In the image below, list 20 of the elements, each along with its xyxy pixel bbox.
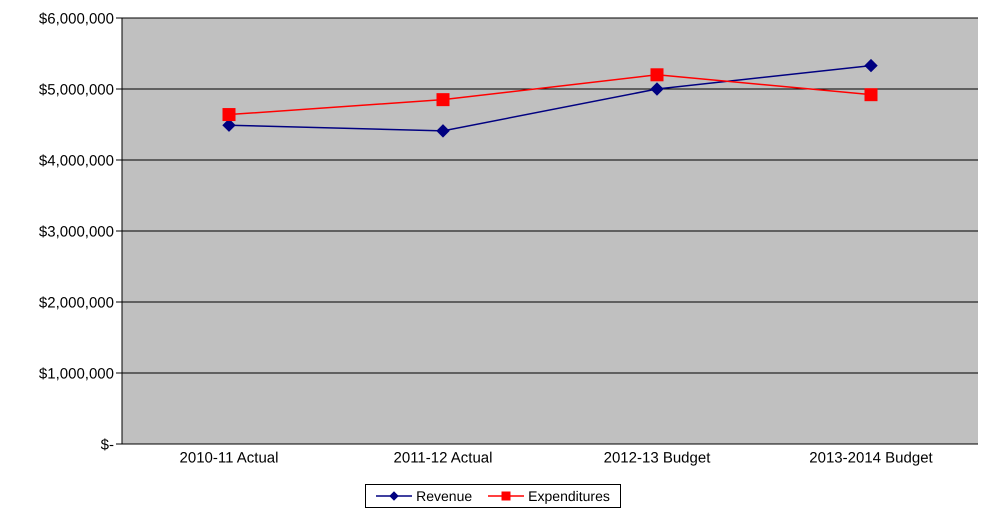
point xyxy=(436,124,450,138)
y-tick-label: $- xyxy=(100,436,114,454)
point xyxy=(864,88,878,102)
y-tick-label: $3,000,000 xyxy=(38,223,114,240)
y-tick-label: $2,000,000 xyxy=(38,294,114,312)
legend-label: Revenue xyxy=(415,488,472,504)
point xyxy=(436,93,450,106)
x-tick-label: 2013-2014 Budget xyxy=(809,450,934,467)
x-tick-label: 2011-12 Actual xyxy=(394,450,492,467)
point xyxy=(650,68,664,82)
y-tick-label: $6,000,000 xyxy=(38,10,114,28)
point xyxy=(222,108,236,122)
y-tick-label: $1,000,000 xyxy=(38,365,114,382)
legend-label: Expenditures xyxy=(527,488,610,504)
y-tick-label: $4,000,000 xyxy=(38,152,114,170)
x-tick-label: 2012-13 Budget xyxy=(604,450,712,467)
y-tick-label: $5,000,000 xyxy=(38,81,114,98)
x-tick-label: 2010-11 Actual xyxy=(180,450,278,467)
point xyxy=(650,82,664,96)
point xyxy=(864,59,878,72)
